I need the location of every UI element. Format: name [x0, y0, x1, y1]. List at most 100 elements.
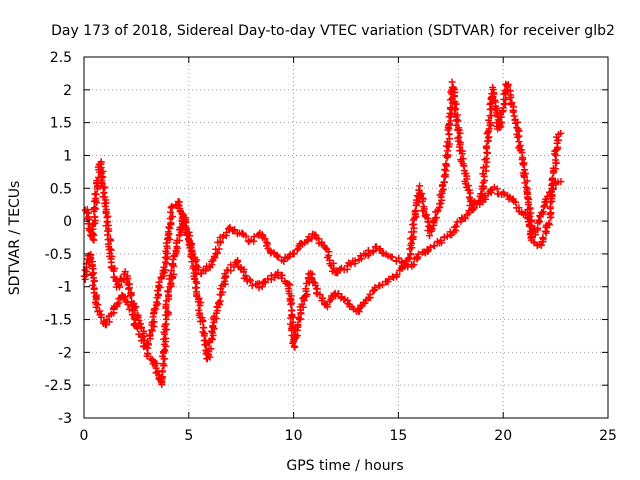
data-point [125, 284, 133, 292]
data-point [264, 275, 272, 283]
data-point [162, 239, 170, 247]
data-point [485, 116, 493, 124]
data-point [418, 190, 426, 198]
data-point [456, 141, 464, 149]
data-point [140, 343, 148, 351]
data-point [487, 112, 495, 120]
data-point [521, 179, 529, 187]
data-point [290, 249, 298, 257]
data-point [334, 269, 342, 277]
data-point [242, 232, 250, 240]
data-point [184, 236, 192, 244]
data-point [475, 197, 483, 205]
data-point [130, 312, 138, 320]
y-tick-label: 0 [63, 214, 72, 230]
data-point [486, 100, 494, 108]
data-point [203, 354, 211, 362]
x-axis-label: GPS time / hours [286, 458, 403, 474]
data-point [164, 287, 172, 295]
data-point [321, 244, 329, 252]
data-point [89, 270, 97, 278]
data-point [313, 289, 321, 297]
data-point [379, 281, 387, 289]
data-point [537, 241, 545, 249]
data-point [294, 321, 302, 329]
data-point [125, 305, 133, 313]
data-point [222, 272, 230, 280]
series-track-a [81, 158, 565, 352]
data-point [351, 257, 359, 265]
data-point [514, 118, 522, 126]
data-point [159, 360, 167, 368]
data-point [288, 299, 296, 307]
data-point [207, 345, 215, 353]
data-point [303, 290, 311, 298]
data-point [407, 250, 415, 258]
data-point [490, 90, 498, 98]
data-point [393, 271, 401, 279]
data-point [452, 222, 460, 230]
x-tick-label: 25 [599, 428, 617, 444]
x-tick-label: 5 [184, 428, 193, 444]
data-point [461, 214, 469, 222]
data-point [165, 309, 173, 317]
data-point [164, 308, 172, 316]
data-point [439, 185, 447, 193]
data-point [308, 235, 316, 243]
data-point [303, 237, 311, 245]
data-point [186, 244, 194, 252]
data-point [371, 283, 379, 291]
data-point [448, 78, 456, 86]
data-point [124, 274, 132, 282]
y-tick-label: 0.5 [50, 181, 72, 197]
y-tick-label: -2.5 [45, 378, 72, 394]
data-point [514, 133, 522, 141]
y-tick-label: -0.5 [45, 247, 72, 263]
data-point [440, 172, 448, 180]
data-point [507, 93, 515, 101]
data-point [304, 236, 312, 244]
data-point [451, 223, 459, 231]
data-point [547, 198, 555, 206]
data-point [510, 112, 518, 120]
data-point [287, 300, 295, 308]
data-point [539, 235, 547, 243]
data-point [406, 245, 414, 253]
data-point [178, 224, 186, 232]
data-point [426, 243, 434, 251]
data-point [159, 348, 167, 356]
data-point [443, 147, 451, 155]
data-point [90, 204, 98, 212]
data-point [483, 142, 491, 150]
data-point [261, 279, 269, 287]
chart-title: Day 173 of 2018, Sidereal Day-to-day VTE… [51, 23, 615, 39]
data-point [191, 275, 199, 283]
data-point [202, 265, 209, 273]
data-point [162, 247, 170, 255]
data-point [91, 190, 99, 198]
y-tick-label: -3 [58, 411, 72, 427]
y-axis-label: SDTVAR / TECUs [7, 181, 23, 296]
data-point [549, 174, 557, 182]
data-point [189, 255, 197, 263]
data-point [450, 92, 458, 100]
y-tick-label: 1.5 [50, 116, 72, 132]
data-point [167, 279, 175, 287]
data-point [167, 204, 175, 212]
data-point [361, 299, 369, 307]
data-point [162, 334, 170, 342]
data-point [166, 236, 174, 244]
data-point [323, 303, 331, 311]
data-point [446, 104, 454, 112]
y-tick-label: 1 [63, 148, 72, 164]
data-point [126, 292, 134, 300]
data-point [223, 229, 231, 237]
data-point [246, 275, 254, 283]
data-point [170, 270, 178, 278]
data-point [411, 208, 419, 216]
y-tick-label: -1.5 [45, 313, 72, 329]
data-point [280, 257, 288, 265]
data-point [289, 339, 297, 347]
data-point [138, 333, 146, 341]
data-point [234, 258, 242, 266]
